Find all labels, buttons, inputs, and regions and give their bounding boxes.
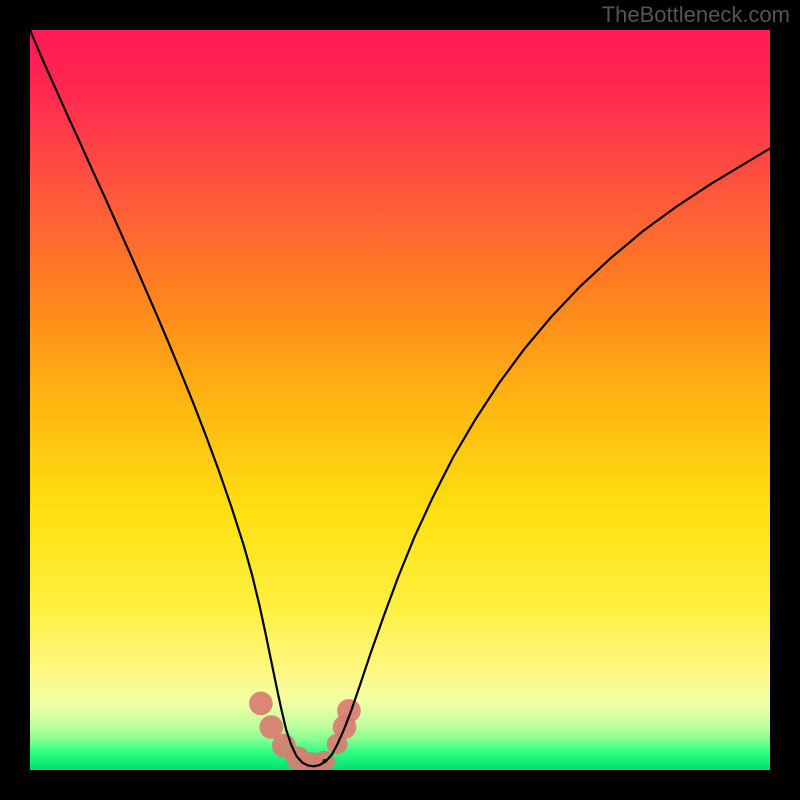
marker-point [249, 692, 273, 716]
plot-area [30, 30, 770, 770]
watermark-text: TheBottleneck.com [602, 2, 790, 28]
bottleneck-curve [30, 30, 770, 766]
curve-layer [30, 30, 770, 770]
